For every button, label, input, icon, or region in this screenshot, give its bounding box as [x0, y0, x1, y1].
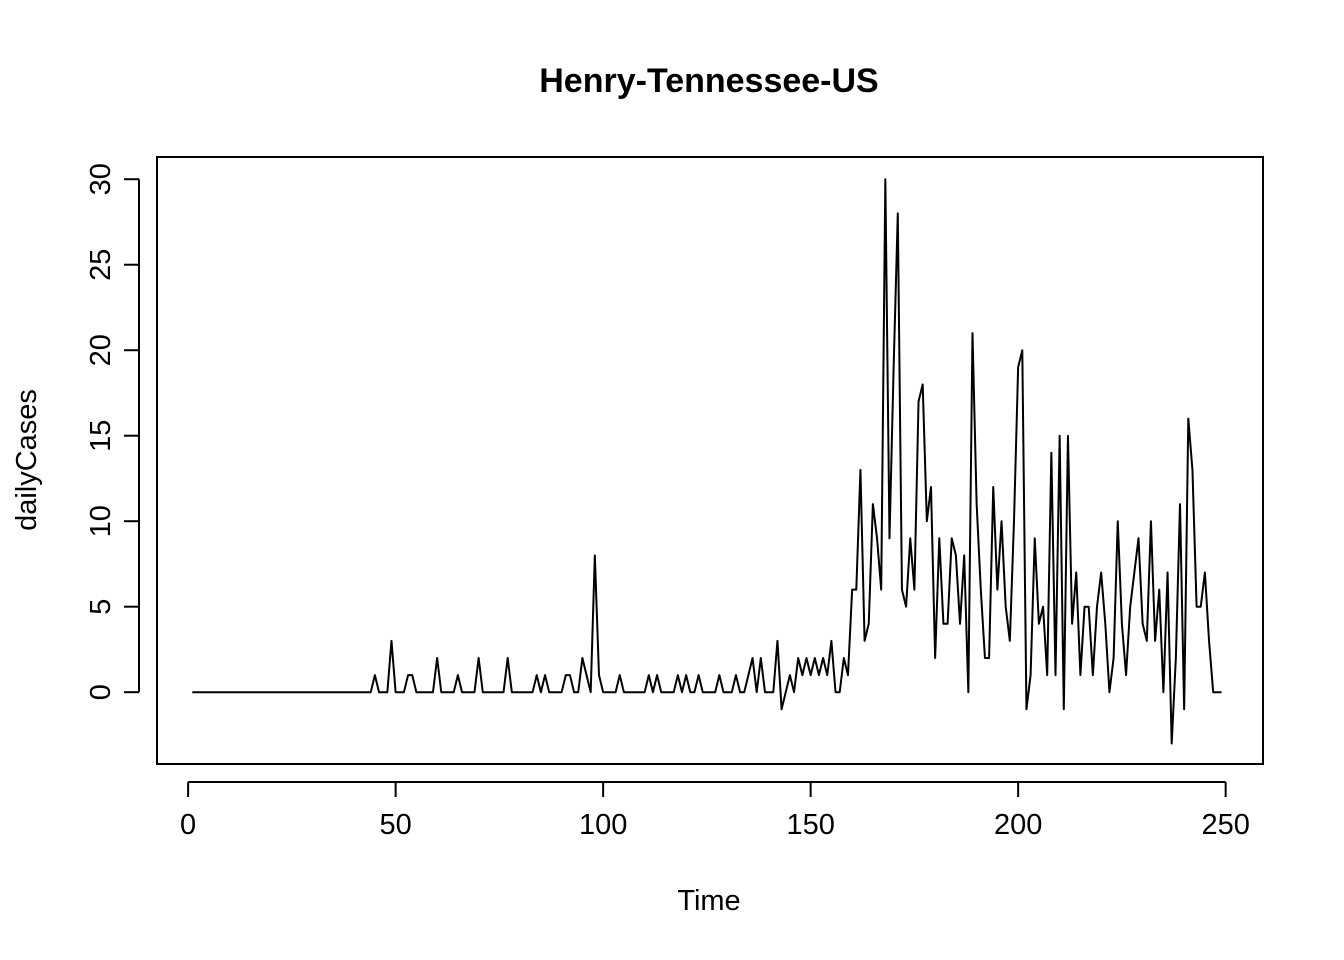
y-tick-label: 5 — [85, 599, 117, 615]
x-tick-label: 250 — [1201, 809, 1249, 841]
y-axis: 0 5 10 15 20 25 30 — [85, 163, 140, 700]
x-tick-label: 100 — [579, 809, 627, 841]
y-tick-label: 25 — [85, 249, 117, 281]
y-tick-label: 10 — [85, 505, 117, 537]
y-axis-label: dailyCases — [11, 389, 43, 531]
x-axis: 0 50 100 150 200 250 — [180, 781, 1250, 841]
chart-title: Henry-Tennessee-US — [539, 62, 879, 100]
x-tick-label: 0 — [180, 809, 196, 841]
y-tick-label: 15 — [85, 420, 117, 452]
x-tick-label: 200 — [994, 809, 1042, 841]
x-tick-label: 50 — [379, 809, 411, 841]
daily-cases-series-line — [192, 178, 1222, 745]
y-tick-label: 20 — [85, 334, 117, 366]
y-tick-label: 0 — [85, 684, 117, 700]
plot-frame — [156, 156, 1264, 765]
y-tick-label: 30 — [85, 163, 117, 195]
x-axis-label: Time — [677, 885, 740, 917]
x-tick-label: 150 — [786, 809, 834, 841]
